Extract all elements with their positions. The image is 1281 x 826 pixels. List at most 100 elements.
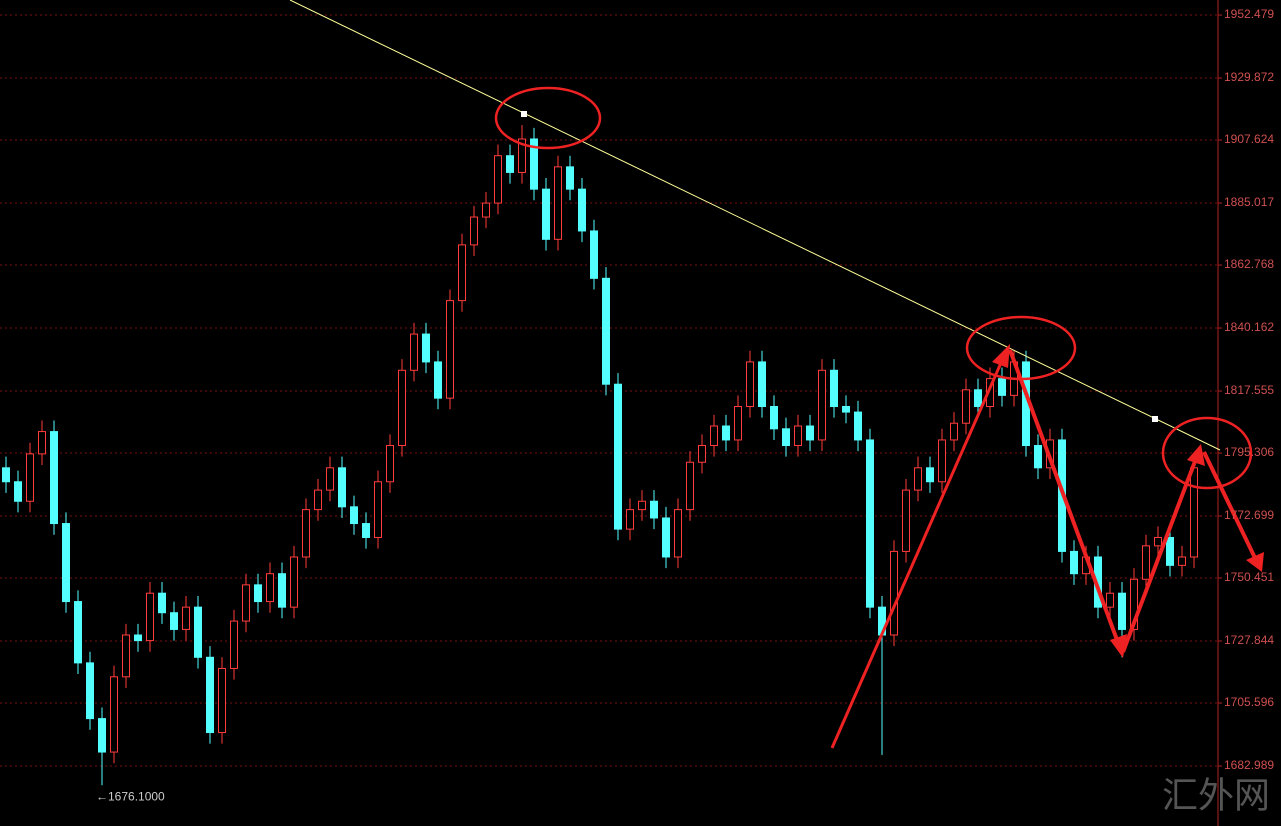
candle-body bbox=[938, 439, 946, 483]
candle-body bbox=[770, 406, 778, 430]
candle-body bbox=[122, 634, 130, 678]
candle-body bbox=[434, 361, 442, 399]
candle-body bbox=[98, 718, 106, 753]
candle-body bbox=[398, 369, 406, 447]
candle-body bbox=[950, 422, 958, 441]
candle-body bbox=[890, 550, 898, 636]
candle-body bbox=[302, 509, 310, 558]
candle-body bbox=[1106, 592, 1114, 608]
candle-body bbox=[542, 188, 550, 240]
candle-body bbox=[230, 620, 238, 669]
candle-body bbox=[266, 573, 274, 603]
candle-body bbox=[842, 406, 850, 413]
y-tick-label: 1682.989 bbox=[1224, 758, 1274, 772]
candle-body bbox=[530, 138, 538, 190]
y-tick-label: 1705.596 bbox=[1224, 695, 1274, 709]
candle-body bbox=[338, 467, 346, 508]
candle-body bbox=[1142, 545, 1150, 580]
arrow-line bbox=[1202, 451, 1258, 561]
candle-body bbox=[374, 481, 382, 538]
candle-body bbox=[974, 389, 982, 408]
candle-body bbox=[1070, 550, 1078, 575]
candle-body bbox=[422, 333, 430, 363]
watermark: 汇外网 bbox=[1162, 775, 1270, 816]
candle-body bbox=[350, 506, 358, 525]
candle-body bbox=[998, 378, 1006, 396]
candle-body bbox=[806, 425, 814, 441]
candle-body bbox=[614, 383, 622, 530]
candle-body bbox=[494, 155, 502, 204]
candle-body bbox=[314, 489, 322, 511]
candle-body bbox=[326, 467, 334, 491]
candle-body bbox=[866, 439, 874, 608]
candle-body bbox=[26, 453, 34, 502]
candle-body bbox=[962, 389, 970, 424]
y-tick-label: 1817.555 bbox=[1224, 383, 1274, 397]
candle-body bbox=[1178, 556, 1186, 566]
candle-body bbox=[182, 606, 190, 630]
y-tick-label: 1727.844 bbox=[1224, 633, 1274, 647]
candle-body bbox=[386, 445, 394, 483]
candle-body bbox=[650, 500, 658, 519]
candle-body bbox=[14, 481, 22, 502]
candle-body bbox=[854, 411, 862, 441]
candle-body bbox=[518, 138, 526, 173]
candle-body bbox=[698, 445, 706, 463]
candle-body bbox=[2, 467, 10, 483]
candle-body bbox=[242, 584, 250, 622]
y-tick-label: 1929.872 bbox=[1224, 70, 1274, 84]
circle-marker bbox=[1161, 416, 1253, 490]
candle-body bbox=[158, 592, 166, 614]
candle-body bbox=[914, 467, 922, 491]
candle-body bbox=[602, 277, 610, 385]
y-tick-label: 1772.699 bbox=[1224, 508, 1274, 522]
candle-body bbox=[818, 369, 826, 441]
candle-body bbox=[830, 369, 838, 408]
candle-body bbox=[626, 509, 634, 530]
arrow-head bbox=[992, 344, 1010, 368]
candle-body bbox=[710, 425, 718, 447]
y-tick-label: 1952.479 bbox=[1224, 7, 1274, 21]
candle-body bbox=[110, 676, 118, 753]
y-tick-label: 1750.451 bbox=[1224, 570, 1274, 584]
candle-body bbox=[746, 361, 754, 408]
candle-body bbox=[206, 656, 214, 734]
candle-body bbox=[902, 489, 910, 552]
trend-line bbox=[289, 0, 1221, 451]
arrow-line bbox=[830, 355, 1006, 749]
candle-body bbox=[794, 425, 802, 447]
candle-body bbox=[722, 425, 730, 441]
candle-body bbox=[362, 523, 370, 538]
y-tick-label: 1840.162 bbox=[1224, 320, 1274, 334]
candle-body bbox=[782, 428, 790, 447]
candle-body bbox=[566, 166, 574, 190]
trend-handle bbox=[1152, 416, 1158, 422]
candle-body bbox=[62, 523, 70, 603]
candle-body bbox=[1154, 536, 1162, 547]
candle-body bbox=[1130, 578, 1138, 630]
candle-body bbox=[1190, 467, 1198, 558]
arrow-head bbox=[1110, 634, 1127, 658]
candle-body bbox=[446, 300, 454, 399]
low-label: ←1676.1000 bbox=[96, 789, 165, 803]
y-tick-label: 1907.624 bbox=[1224, 132, 1274, 146]
candle-body bbox=[38, 431, 46, 455]
y-tick-label: 1795.306 bbox=[1224, 445, 1274, 459]
y-tick-label: 1862.768 bbox=[1224, 257, 1274, 271]
arrow-head bbox=[1187, 444, 1205, 466]
candle-body bbox=[134, 634, 142, 642]
candle-body bbox=[254, 584, 262, 603]
candle-body bbox=[218, 667, 226, 734]
arrow-line bbox=[1008, 349, 1122, 649]
trend-handle bbox=[521, 111, 527, 117]
circle-marker bbox=[494, 86, 602, 150]
candle-body bbox=[470, 216, 478, 246]
candle-body bbox=[410, 333, 418, 371]
candle-body bbox=[554, 166, 562, 240]
candle-body bbox=[1166, 536, 1174, 566]
y-tick-label: 1885.017 bbox=[1224, 195, 1274, 209]
candle-body bbox=[458, 244, 466, 302]
candle-body bbox=[758, 361, 766, 408]
